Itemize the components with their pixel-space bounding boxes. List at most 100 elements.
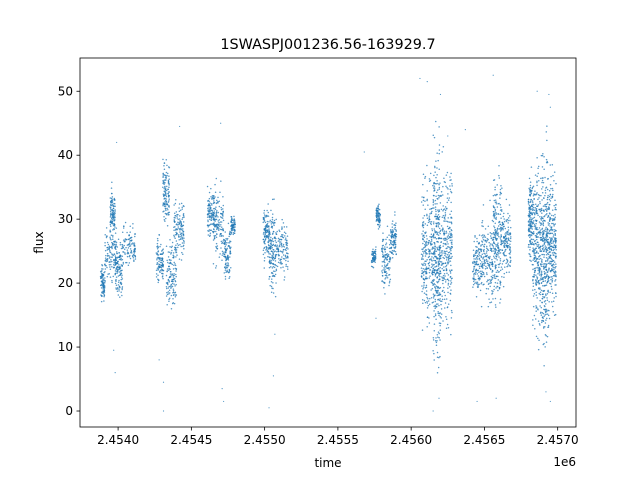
data-point [438,397,440,399]
data-point [486,250,488,252]
data-point [278,229,280,231]
data-point [157,263,159,265]
data-point [510,259,512,262]
data-point [432,264,435,266]
data-point [535,335,538,338]
data-point [544,176,546,179]
data-point [508,215,511,217]
data-point [548,220,551,223]
data-point [472,283,475,286]
data-point [449,213,451,216]
data-point [234,221,236,224]
data-point [541,166,544,168]
data-point [438,209,440,211]
data-point [481,261,483,263]
data-point [539,264,542,266]
data-point [105,254,107,257]
data-point [496,282,499,284]
data-point [130,243,133,245]
data-point [273,236,276,239]
data-point [108,257,111,259]
data-point [444,220,446,222]
data-point [481,253,484,255]
data-point [425,294,428,296]
data-point [207,225,209,228]
data-point [156,267,159,269]
data-point [503,259,505,262]
data-point [123,248,126,251]
data-point [163,165,165,167]
data-point [114,272,117,275]
data-point [542,312,545,315]
data-point [553,274,555,277]
data-point [272,253,275,256]
data-point [498,221,500,224]
data-point [215,206,217,208]
data-point [553,297,555,299]
data-point [220,224,222,226]
data-point [431,263,433,265]
data-point [539,279,541,281]
data-point [167,180,170,183]
data-point [543,266,545,269]
data-point [495,201,498,203]
data-point [431,271,434,273]
data-point [262,253,265,256]
data-point [219,228,222,231]
data-point [172,288,175,290]
data-point [535,242,537,245]
data-point [437,287,439,289]
data-point [529,241,531,244]
data-point [442,256,444,259]
data-point [394,232,396,235]
data-point [447,259,450,261]
data-point [491,219,494,222]
data-point [436,276,438,279]
data-point [534,318,537,320]
data-point [475,256,478,259]
data-point [385,243,387,246]
data-point [179,215,181,217]
data-point [175,249,178,251]
data-point [130,239,133,242]
data-point [270,291,273,293]
data-point [218,205,221,208]
data-point [551,279,554,282]
data-point [538,283,540,285]
data-point [445,208,448,210]
data-point [478,276,481,279]
data-point [430,220,433,223]
data-point [489,232,492,234]
data-point [112,207,115,210]
data-point [528,227,530,229]
data-point [182,244,185,247]
data-point [535,284,537,286]
data-point [540,207,543,210]
data-point [109,268,112,270]
data-point [545,317,548,320]
data-point [488,241,490,244]
data-point [214,208,217,211]
data-point [264,225,266,228]
data-point [381,260,384,263]
data-point [391,231,394,233]
data-point [101,264,104,267]
data-point [550,245,552,248]
data-point [162,175,164,177]
data-point [170,284,172,286]
data-point [420,267,423,269]
data-point [180,232,182,235]
data-point [422,183,424,186]
data-point [267,255,269,258]
data-point [549,164,552,166]
data-point [555,204,557,206]
data-point [548,300,550,303]
data-point [386,277,389,279]
data-point [440,208,443,211]
data-point [214,218,217,221]
data-point [450,229,453,232]
data-point [534,254,536,257]
data-point [112,209,114,212]
data-point [123,225,125,227]
data-point [168,166,171,169]
